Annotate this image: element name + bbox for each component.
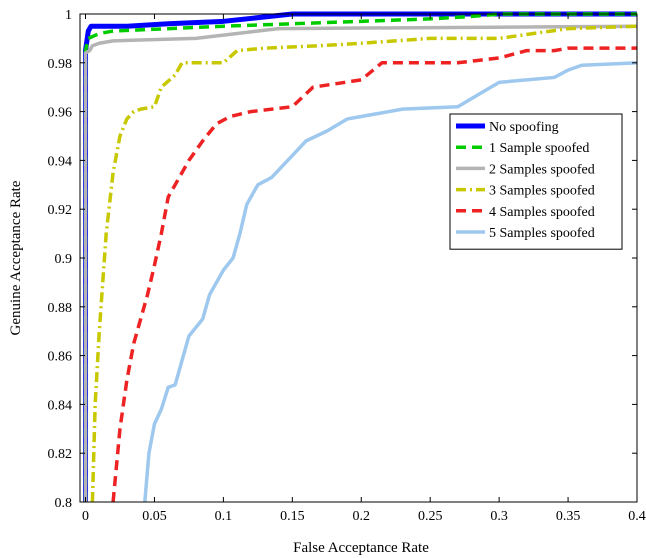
y-tick-label: 0.94	[48, 154, 73, 169]
plot-background	[80, 14, 637, 502]
y-tick-label: 0.88	[48, 301, 73, 316]
plot-area	[80, 14, 637, 502]
legend-box	[449, 113, 623, 250]
series-layer	[83, 11, 638, 503]
y-tick-label: 0.96	[48, 106, 73, 121]
x-axis-label: False Acceptance Rate	[293, 540, 429, 556]
series-line-3	[83, 24, 638, 502]
series-line-5	[111, 46, 637, 503]
x-tick-label: 0.05	[142, 509, 167, 524]
x-tick-label: 0.1	[215, 509, 233, 524]
legend: No spoofing 1 Sample spoofed 2 Samples spo…	[449, 113, 623, 250]
x-tick-label: 0.3	[490, 509, 508, 524]
y-axis-label: Genuine Acceptance Rate	[8, 180, 24, 335]
series-line-4	[90, 24, 638, 503]
series-line-6	[143, 61, 638, 503]
series-line-2	[83, 12, 637, 502]
legend-label-4: 3 Samples spoofed	[489, 184, 595, 199]
x-tick-label: 0.25	[418, 509, 443, 524]
legend-label-2: 1 Sample spoofed	[489, 141, 589, 156]
y-tick-label: 0.98	[48, 57, 73, 72]
legend-label-5: 4 Samples spoofed	[489, 205, 595, 220]
x-tick-label: 0.35	[556, 509, 581, 524]
legend-label-6: 5 Samples spoofed	[489, 226, 595, 241]
y-tick-label: 0.82	[48, 447, 73, 462]
y-tick-label: 0.86	[48, 350, 73, 365]
legend-label-3: 2 Samples spoofed	[489, 162, 595, 177]
x-tick-label: 0	[82, 509, 89, 524]
x-tick-label: 0.2	[353, 509, 371, 524]
y-tick-label: 0.92	[48, 203, 73, 218]
x-tick-label: 0.4	[628, 509, 646, 524]
y-tick-label: 0.9	[55, 252, 73, 267]
y-tick-label: 1	[65, 8, 72, 23]
legend-label-1: No spoofing	[489, 120, 559, 135]
y-tick-label: 0.84	[48, 398, 73, 413]
x-tick-label: 0.15	[280, 509, 305, 524]
y-tick-label: 0.8	[55, 496, 73, 511]
axes: 0 0.05 0.1 0.15 0.2 0.25 0.3 0.35 0.4 0.8 0.82 0.84…	[48, 8, 646, 524]
